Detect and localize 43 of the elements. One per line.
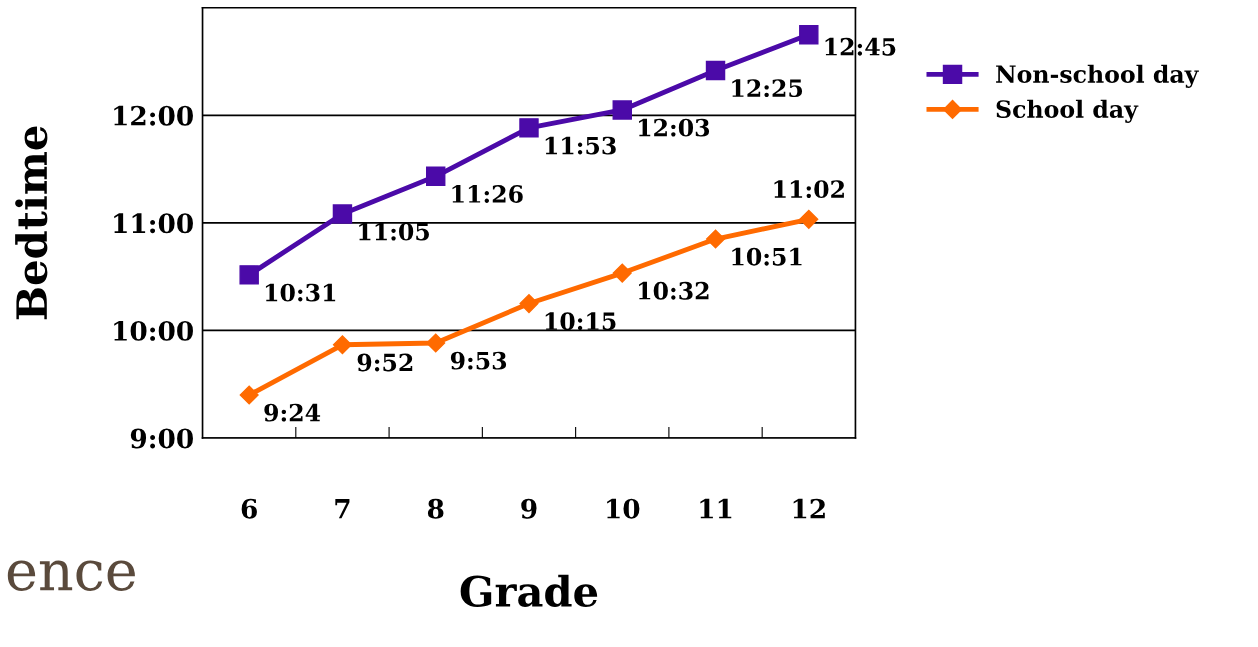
point: [612, 263, 632, 283]
data-label: 11:05: [359, 222, 429, 241]
text: ence: [7, 560, 135, 591]
point: [705, 229, 726, 249]
y-tick-label: 9:00: [130, 428, 193, 449]
data-label: 9:24: [264, 403, 321, 422]
legend-label: Non-school day: [996, 64, 1199, 88]
x-tick-label: 8: [427, 498, 444, 519]
x-tick-label: 9: [521, 498, 537, 519]
point: [425, 166, 446, 187]
point: [612, 100, 632, 120]
point: [332, 335, 352, 355]
x-tick-label: 12: [793, 498, 825, 519]
data-label: 10:51: [732, 247, 802, 266]
point: [239, 265, 259, 285]
x-tick-label: 6: [241, 498, 257, 519]
data-label: 11:02: [774, 180, 844, 199]
x-tick-label: 11: [700, 498, 732, 519]
x-tick-label: 7: [335, 499, 350, 519]
point: [705, 60, 726, 81]
y-axis-title: Bedtime: [15, 126, 48, 320]
data-label: 12:25: [732, 79, 803, 98]
point: [519, 294, 539, 314]
data-label: 11:53: [545, 136, 616, 155]
y-tick-label: 11:00: [114, 213, 193, 234]
point: [799, 209, 819, 229]
point: [332, 204, 353, 224]
data-label: 11:26: [452, 185, 523, 203]
point: [799, 24, 819, 45]
y-tick-label: 12:00: [114, 105, 193, 126]
point: [426, 333, 446, 353]
legend-label: School day: [996, 99, 1139, 123]
x-axis-title: Grade: [460, 574, 598, 608]
data-label: 12:03: [639, 118, 710, 137]
data-label: 9:52: [357, 353, 413, 372]
y-tick-label: 10:00: [114, 320, 193, 341]
point: [239, 385, 259, 405]
x-tick-label: 10: [607, 498, 640, 519]
point: [519, 118, 539, 138]
data-label: 10:31: [265, 283, 336, 302]
data-label: 9:53: [450, 351, 507, 370]
data-label: 10:15: [545, 312, 616, 331]
data-label: 10:32: [639, 281, 709, 300]
